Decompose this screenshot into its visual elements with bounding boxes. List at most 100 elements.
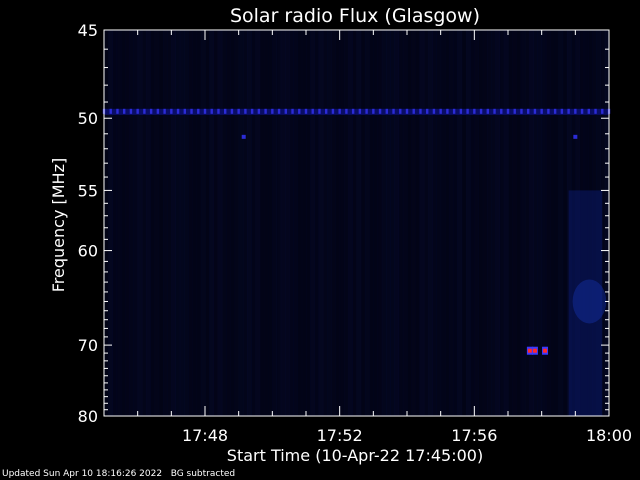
interference-dash	[331, 108, 335, 114]
y-tick-label: 50	[78, 109, 98, 128]
interference-dash	[176, 108, 180, 114]
spectrogram-column	[360, 30, 366, 416]
interference-dash	[123, 108, 126, 114]
spectrogram-column	[343, 30, 349, 416]
interference-dash	[560, 108, 564, 114]
burst-point	[543, 348, 548, 353]
spectrogram-column	[369, 30, 374, 416]
spectrogram-column	[188, 30, 193, 416]
y-tick-label: 45	[78, 21, 98, 40]
interference-dash	[473, 108, 476, 114]
interference-dash	[540, 108, 543, 114]
interference-dash	[432, 108, 436, 114]
spectrogram-column	[449, 30, 454, 416]
footer-note: BG subtracted	[170, 469, 236, 479]
interference-dash	[271, 108, 274, 114]
x-tick-label: 18:00	[586, 426, 632, 445]
interference-dash	[109, 108, 112, 114]
spectrogram-column	[415, 30, 421, 416]
interference-dash	[311, 108, 314, 114]
spectrogram-column	[272, 30, 278, 416]
spectrogram-column	[141, 30, 147, 416]
y-tick-label: 55	[78, 181, 98, 200]
spectrogram-column	[242, 30, 248, 416]
interference-dash	[250, 108, 254, 114]
interference-dash	[412, 108, 415, 114]
interference-dash	[493, 108, 496, 114]
spectrogram-column	[226, 30, 231, 416]
burst-point	[532, 348, 537, 353]
spectrogram-column	[508, 30, 513, 416]
spectrogram-column	[503, 30, 509, 416]
spectrogram-column	[183, 30, 189, 416]
footer-updated: Updated Sun Apr 10 18:16:26 2022	[2, 469, 163, 479]
interference-dash	[217, 108, 220, 114]
spectrogram-column	[428, 30, 433, 416]
spectrogram-column	[301, 30, 307, 416]
interference-dash	[419, 108, 422, 114]
spectrogram-column	[289, 30, 294, 416]
interference-dash	[580, 108, 584, 114]
spectrogram-column	[537, 30, 543, 416]
x-tick-label: 17:52	[317, 426, 363, 445]
spectrogram-column	[512, 30, 517, 416]
spectrogram-column	[411, 30, 416, 416]
spectrogram-column	[255, 30, 261, 416]
spectrogram-column	[322, 30, 328, 416]
spectrogram-column	[158, 30, 164, 416]
spectrogram-column	[478, 30, 484, 416]
interference-dash	[567, 108, 570, 114]
spectrogram-column	[558, 30, 564, 416]
spectrogram-column	[364, 30, 370, 416]
interference-dash	[338, 108, 341, 114]
spectrogram-column	[436, 30, 442, 416]
spectrogram-column	[486, 30, 492, 416]
plot-background	[104, 30, 609, 416]
spectrogram-column	[604, 30, 610, 416]
spectrogram-column	[545, 30, 551, 416]
spectrogram-column	[339, 30, 345, 416]
interference-dash	[533, 108, 537, 114]
chart-title: Solar radio Flux (Glasgow)	[230, 5, 480, 27]
spectrogram-column	[444, 30, 450, 416]
interference-dash	[506, 108, 510, 114]
x-tick-label: 17:48	[182, 426, 228, 445]
interference-dash	[372, 108, 375, 114]
interference-dash	[237, 108, 240, 114]
spectrogram-column	[209, 30, 214, 416]
interference-dash	[601, 108, 604, 114]
interference-dash	[230, 108, 234, 114]
spectrogram-column	[108, 30, 113, 416]
spectrogram-column	[310, 30, 315, 416]
diffuse-emission-region	[568, 190, 603, 416]
spectrogram-column	[348, 30, 353, 416]
spectrogram-column	[583, 30, 589, 416]
interference-dash	[547, 108, 550, 114]
spectrogram-column	[562, 30, 568, 416]
interference-dash	[224, 108, 227, 114]
interference-dash	[170, 108, 173, 114]
x-axis-label: Start Time (10-Apr-22 17:45:00)	[227, 446, 483, 465]
spectrogram-column	[566, 30, 572, 416]
interference-dash	[244, 108, 247, 114]
spectrogram-column	[407, 30, 412, 416]
interference-dash	[466, 108, 469, 114]
interference-dash	[452, 108, 456, 114]
y-tick-label: 70	[78, 336, 98, 355]
interference-dash	[345, 108, 348, 114]
spectrogram-column	[150, 30, 155, 416]
interference-dash	[136, 108, 139, 114]
spectrogram-column	[247, 30, 252, 416]
spectrogram-column	[154, 30, 160, 416]
spectrogram-column	[200, 30, 206, 416]
axis-ticks	[104, 29, 610, 417]
spectrogram-column	[251, 30, 256, 416]
spectrogram-column	[297, 30, 303, 416]
emission-spot	[241, 134, 246, 139]
interference-dash	[304, 108, 308, 114]
spectrogram-column	[259, 30, 265, 416]
spectrogram-column	[499, 30, 505, 416]
spectrogram-column	[520, 30, 526, 416]
interference-dash	[527, 108, 530, 114]
